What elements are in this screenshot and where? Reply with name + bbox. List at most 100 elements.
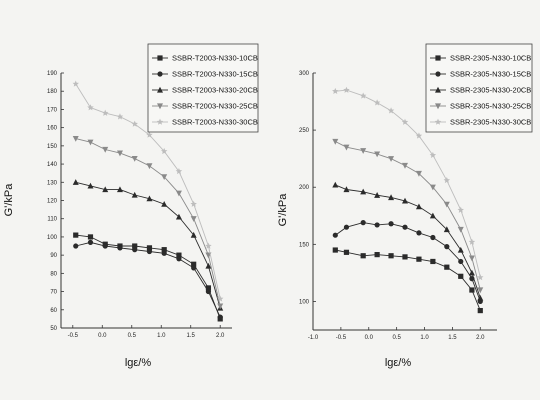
legend-entry: SSBR-2305-N330-15CB xyxy=(450,70,531,79)
y-axis-label: G'/kPa xyxy=(277,193,289,227)
x-tick-label: 0.0 xyxy=(98,333,107,339)
legend-entry: SSBR-2305-N330-20CB xyxy=(450,86,531,95)
data-point xyxy=(117,245,123,251)
data-point xyxy=(87,182,94,189)
x-tick-label: 1.5 xyxy=(448,335,457,341)
data-point xyxy=(477,287,484,294)
series-line xyxy=(335,184,481,299)
data-point xyxy=(116,113,124,120)
y-tick-label: 200 xyxy=(299,185,310,191)
series-4 xyxy=(72,135,224,310)
data-point xyxy=(332,138,339,145)
data-point xyxy=(429,212,436,219)
data-point xyxy=(102,186,109,193)
series-5 xyxy=(72,80,224,302)
data-point xyxy=(387,107,395,114)
x-tick-label: 0.0 xyxy=(365,335,374,341)
data-point xyxy=(87,104,94,111)
series-3 xyxy=(72,179,224,311)
x-tick-label: -1.0 xyxy=(308,335,319,341)
data-point xyxy=(401,118,409,125)
x-tick-label: 0.5 xyxy=(392,335,401,341)
data-point xyxy=(429,151,437,158)
legend-entry: SSBR-T2003-N330-15CB xyxy=(172,70,258,79)
data-point xyxy=(146,195,153,202)
data-point xyxy=(444,264,450,270)
data-point xyxy=(217,314,223,320)
y-tick-label: 130 xyxy=(47,180,58,186)
data-point xyxy=(175,167,183,175)
x-tick-label: -0.5 xyxy=(68,333,79,339)
data-point xyxy=(205,242,212,249)
data-point xyxy=(205,262,212,269)
data-point xyxy=(343,249,350,255)
data-point xyxy=(131,120,138,127)
y-tick-label: 160 xyxy=(47,126,58,132)
y-tick-label: 140 xyxy=(47,162,58,168)
legend-marker xyxy=(156,118,164,125)
data-point xyxy=(402,224,408,230)
legend-entry: SSBR-T2003-N330-30CB xyxy=(172,118,258,127)
data-point xyxy=(146,131,153,138)
data-point xyxy=(415,170,422,177)
x-tick-label: 2.0 xyxy=(216,333,225,339)
data-point xyxy=(374,222,380,228)
y-tick-label: 100 xyxy=(299,299,310,305)
data-point xyxy=(457,226,464,233)
data-point xyxy=(102,146,109,153)
data-point xyxy=(458,258,464,265)
data-point xyxy=(416,230,422,236)
data-point xyxy=(402,254,408,260)
series-3 xyxy=(332,181,484,301)
data-point xyxy=(477,294,484,301)
data-point xyxy=(191,261,197,267)
data-point xyxy=(359,92,367,99)
data-point xyxy=(87,239,94,245)
data-point xyxy=(190,231,197,238)
data-point xyxy=(161,247,167,253)
y-tick-label: 110 xyxy=(47,217,57,223)
data-point xyxy=(430,258,436,265)
data-point xyxy=(457,206,464,213)
x-tick-label: 1.0 xyxy=(157,333,166,339)
data-point xyxy=(343,186,350,193)
series-1 xyxy=(73,232,223,322)
y-tick-label: 120 xyxy=(47,199,58,205)
y-tick-label: 180 xyxy=(47,89,58,95)
y-tick-label: 60 xyxy=(50,308,57,314)
data-point xyxy=(332,232,338,238)
data-point xyxy=(87,139,94,146)
legend-marker xyxy=(157,71,163,77)
data-point xyxy=(175,190,182,197)
legend-marker xyxy=(434,118,442,125)
y-tick-label: 100 xyxy=(47,235,58,241)
data-point xyxy=(332,247,338,253)
data-point xyxy=(175,213,182,220)
data-point xyxy=(132,243,138,249)
data-point xyxy=(73,243,79,249)
x-axis-label: lgε/% xyxy=(125,357,152,369)
legend-marker xyxy=(435,55,441,61)
legend-marker xyxy=(157,55,163,61)
legend-marker xyxy=(157,103,163,110)
legend-entry: SSBR-2305-N330-30CB xyxy=(450,118,531,127)
data-point xyxy=(374,252,380,258)
data-point xyxy=(116,150,123,157)
data-point xyxy=(444,244,450,250)
data-point xyxy=(146,245,153,251)
data-point xyxy=(469,287,475,293)
series-4 xyxy=(332,138,484,294)
data-point xyxy=(374,151,381,158)
series-line xyxy=(335,141,481,291)
x-tick-label: 2.0 xyxy=(476,335,485,341)
data-point xyxy=(102,243,108,249)
y-tick-label: 70 xyxy=(50,290,57,296)
data-point xyxy=(73,232,79,238)
data-point xyxy=(343,86,350,93)
legend-marker xyxy=(435,86,441,93)
data-point xyxy=(216,295,224,302)
data-point xyxy=(477,307,483,314)
data-point xyxy=(402,197,408,204)
data-point xyxy=(458,273,464,279)
